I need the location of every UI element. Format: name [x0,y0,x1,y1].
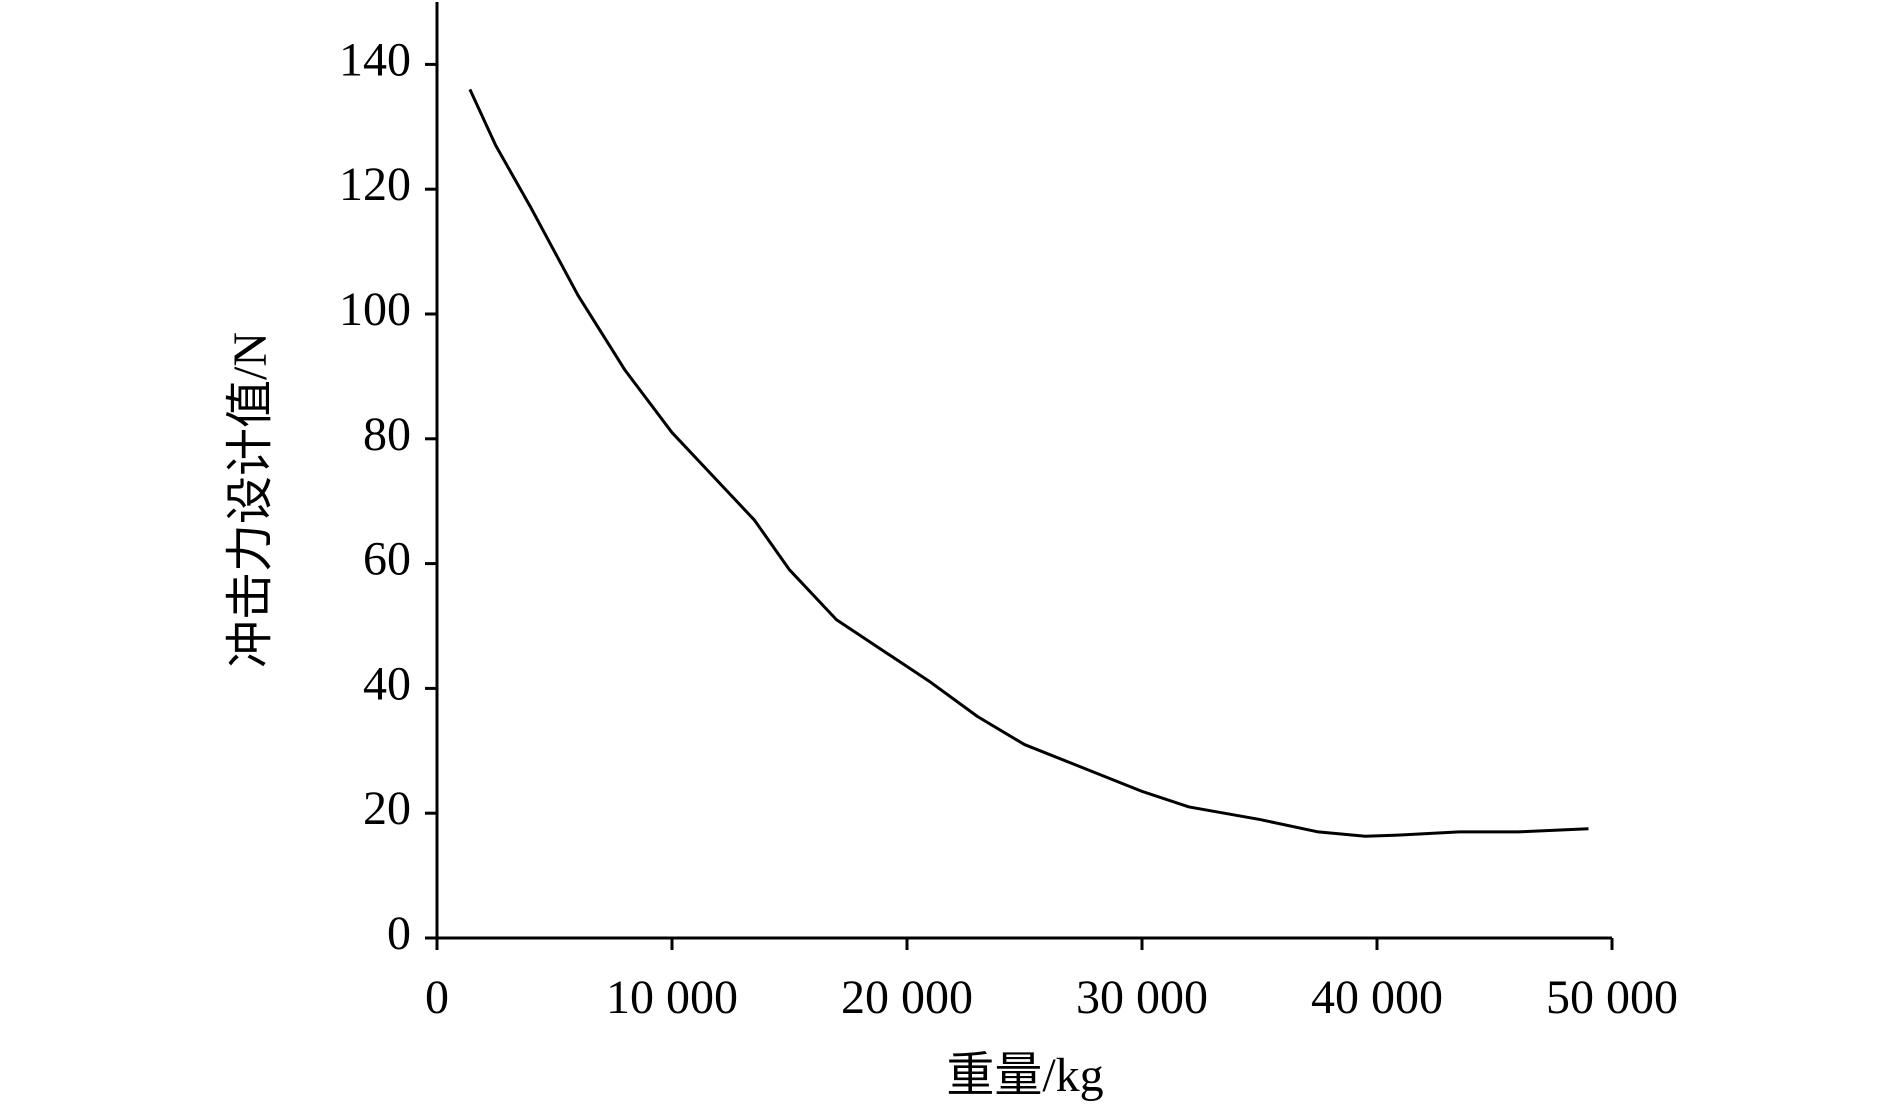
y-tick-label: 40 [363,657,411,710]
x-tick-label: 30 000 [1076,971,1208,1024]
x-tick-label: 0 [425,971,449,1024]
y-tick-label: 20 [363,782,411,835]
y-axis-label: 冲击力设计值/N [224,332,277,668]
line [468,88,1589,838]
x-tick-label: 50 000 [1546,971,1678,1024]
x-axis-label: 重量/kg [946,1049,1103,1102]
y-tick-label: 0 [387,907,411,960]
x-tick-label: 10 000 [606,971,738,1024]
y-tick-label: 140 [339,33,411,86]
x-tick-label: 20 000 [841,971,973,1024]
y-tick-label: 60 [363,533,411,586]
y-tick-label: 80 [363,408,411,461]
y-tick-label: 100 [339,283,411,336]
x-tick-label: 40 000 [1311,971,1443,1024]
y-tick-label: 120 [339,158,411,211]
